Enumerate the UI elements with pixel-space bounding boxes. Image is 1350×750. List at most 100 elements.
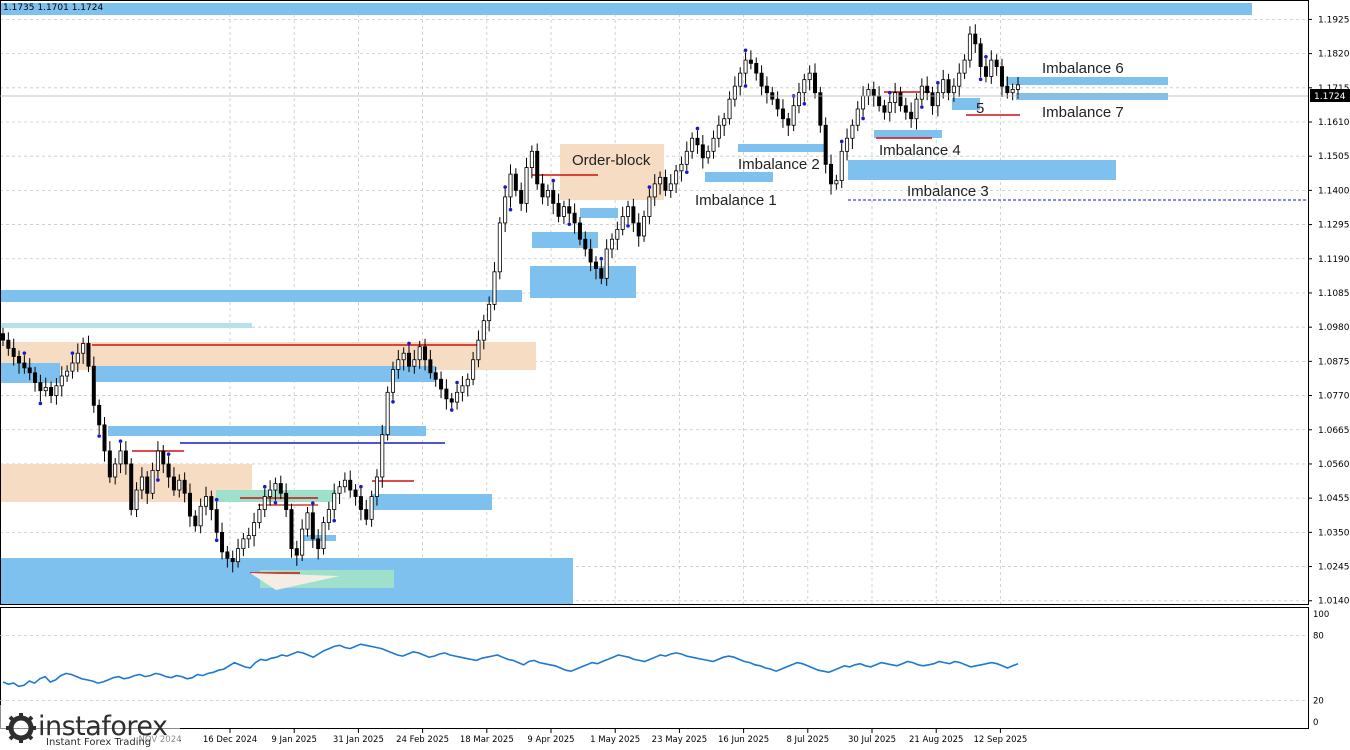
candle-body <box>449 398 454 403</box>
imbalance-zone <box>848 160 1116 180</box>
candles-layer <box>0 24 1021 573</box>
candle-body <box>748 59 753 64</box>
time-tick-label: 30 Jul 2025 <box>848 735 896 745</box>
price-tick-label: 1.0350 <box>1318 528 1350 538</box>
candle-body <box>951 85 956 94</box>
candle-body <box>374 476 379 497</box>
candle-body <box>700 144 705 159</box>
candle-body <box>791 105 796 126</box>
order-block-zone <box>560 144 664 200</box>
imbalance-zone <box>530 266 636 298</box>
candle-body <box>545 189 550 198</box>
candle-body <box>930 92 935 107</box>
candle-body <box>604 248 609 279</box>
candle-body <box>898 92 903 107</box>
candle-body <box>310 512 315 540</box>
candle-body <box>540 183 545 198</box>
imbalance-zone <box>0 323 252 328</box>
candle-body <box>925 85 930 94</box>
candle-body <box>503 196 508 224</box>
candle-body <box>668 183 673 191</box>
candle-body <box>487 303 492 322</box>
fractal-marker <box>626 224 630 228</box>
candle-body <box>268 489 273 497</box>
candle-body <box>743 59 748 74</box>
candle-body <box>17 356 22 364</box>
time-tick-label: 9 Jan 2025 <box>271 735 317 745</box>
price-tick-label: 1.1820 <box>1318 50 1350 60</box>
candle-body <box>43 387 48 392</box>
swing-lines <box>92 91 1020 590</box>
candle-body <box>187 492 192 517</box>
candle-body <box>193 515 198 527</box>
candle-body <box>780 108 785 120</box>
candle-body <box>674 170 679 185</box>
candle-body <box>978 43 983 68</box>
indicator-tick-label: 100 <box>1313 610 1329 620</box>
candle-body <box>455 391 460 403</box>
candle-body <box>647 196 652 217</box>
time-tick-label: 1 May 2025 <box>590 735 640 745</box>
candle-body <box>241 538 246 550</box>
candle-body <box>620 216 625 230</box>
candle-body <box>690 137 695 152</box>
candle-body <box>983 66 988 77</box>
candle-body <box>49 387 54 396</box>
fractal-marker <box>684 170 689 174</box>
candle-body <box>11 347 16 357</box>
candle-body <box>572 212 577 224</box>
candle-body <box>893 92 898 103</box>
fractal-marker <box>647 185 652 189</box>
candle-body <box>97 404 102 426</box>
candle-body <box>599 268 604 279</box>
candle-body <box>33 372 38 383</box>
candle-body <box>220 531 225 553</box>
time-tick-label: 18 Mar 2025 <box>460 735 514 745</box>
fractal-marker <box>599 256 604 261</box>
candle-body <box>818 92 823 126</box>
fractal-marker <box>503 185 507 189</box>
candle-body <box>577 222 582 240</box>
price-tick-label: 1.1610 <box>1318 118 1350 128</box>
price-tick-label: 1.0770 <box>1318 392 1350 402</box>
price-tick-label: 1.0455 <box>1318 494 1350 504</box>
price-tick-label: 1.0140 <box>1318 597 1350 607</box>
candle-body <box>123 450 128 465</box>
candle-body <box>919 85 924 100</box>
candle-body <box>796 92 801 107</box>
fractal-marker <box>887 90 892 95</box>
candle-body <box>727 98 732 120</box>
time-tick-label: 31 Jan 2025 <box>333 735 384 745</box>
candle-body <box>278 483 283 494</box>
candle-body <box>22 362 27 369</box>
candle-body <box>807 72 812 81</box>
candle-body <box>722 118 727 126</box>
candle-body <box>877 95 882 107</box>
candle-body <box>262 496 267 510</box>
candle-body <box>529 150 534 168</box>
time-tick-label: 24 Feb 2025 <box>396 735 449 745</box>
candle-body <box>102 424 107 452</box>
fractal-marker <box>166 452 171 456</box>
candle-body <box>321 522 326 550</box>
candle-body <box>887 102 892 113</box>
candle-body <box>198 505 203 527</box>
candle-body <box>225 551 230 559</box>
order-block-zone <box>0 342 536 370</box>
candle-body <box>962 59 967 74</box>
candle-body <box>567 206 572 214</box>
candle-body <box>855 108 860 126</box>
candle-body <box>903 105 908 113</box>
candle-body <box>369 496 374 520</box>
fractal-marker <box>936 81 940 85</box>
candle-body <box>284 492 289 510</box>
candle-body <box>236 548 241 563</box>
fractal-marker <box>214 497 219 502</box>
fractal-marker <box>118 439 123 443</box>
current-price-label: 1.1724 <box>1314 92 1346 102</box>
fractal-marker <box>984 55 988 59</box>
candle-body <box>358 496 363 510</box>
price-tick-label: 1.1400 <box>1318 186 1350 196</box>
fractal-marker <box>214 538 219 543</box>
instaforex-logo: instaforex Instant Forex Trading <box>0 705 180 750</box>
